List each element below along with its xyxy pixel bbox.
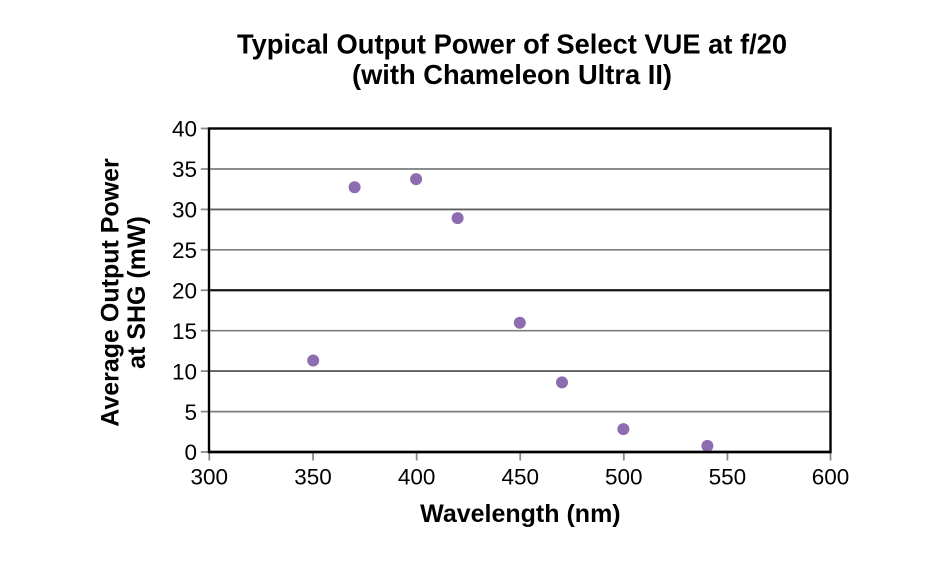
svg-text:40: 40 [172,117,197,142]
svg-text:300: 300 [191,465,229,490]
svg-text:10: 10 [172,359,197,384]
svg-text:20: 20 [172,278,197,303]
svg-text:500: 500 [605,465,643,490]
svg-text:Average Output Power: Average Output Power [96,158,124,427]
svg-text:Wavelength (nm): Wavelength (nm) [420,500,620,528]
svg-text:5: 5 [184,400,197,425]
svg-text:450: 450 [501,465,539,490]
svg-text:30: 30 [172,198,197,223]
svg-text:(with Chameleon Ultra II): (with Chameleon Ultra II) [352,59,672,90]
svg-text:Typical Output Power of Select: Typical Output Power of Select VUE at f/… [237,28,787,59]
svg-text:at SHG (mW): at SHG (mW) [123,216,151,369]
svg-text:35: 35 [172,157,197,182]
svg-text:25: 25 [172,238,197,263]
svg-text:0: 0 [184,440,197,465]
svg-text:600: 600 [812,465,850,490]
svg-text:350: 350 [294,465,332,490]
svg-text:400: 400 [398,465,436,490]
svg-text:550: 550 [709,465,747,490]
svg-text:15: 15 [172,319,197,344]
